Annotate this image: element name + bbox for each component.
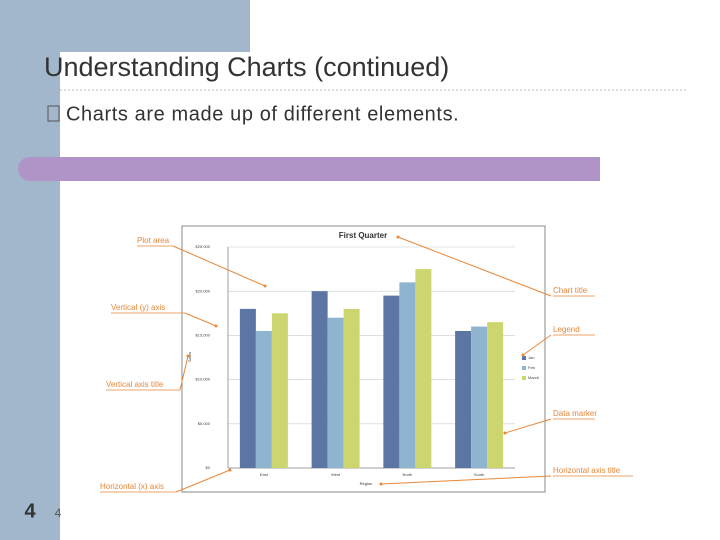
bar [471,326,488,468]
callout-line [504,418,552,434]
x-tick-label: North [402,472,412,477]
legend-swatch [522,356,526,360]
y-tick-label: $25,000 [196,244,211,249]
callout-label: Horizontal (x) axis [100,482,164,491]
bullet-glyph [47,105,60,122]
callout-tip [228,468,232,472]
x-tick-label: West [331,472,341,477]
legend-label: Feb [528,365,536,370]
x-axis-title: Region [360,481,373,486]
legend-swatch [522,366,526,370]
y-tick-label: $0 [206,465,211,470]
callout-tip [379,482,383,486]
x-tick-label: South [474,472,484,477]
callout-tip [263,284,267,288]
y-tick-label: $10,000 [196,377,211,382]
callout-label: Data marker [553,409,597,418]
y-tick-label: $15,000 [196,332,211,337]
legend-swatch [522,376,526,380]
bar [399,282,416,468]
callout-tip [214,324,218,328]
y-axis-title: Sales [187,352,192,362]
callout-label: Horizontal axis title [553,466,621,475]
bar [487,322,504,468]
callout-line [179,355,189,391]
callout-line [380,475,552,485]
bar [327,317,344,468]
bar [239,308,256,468]
callout-tip [186,354,190,358]
legend-label: March [528,375,539,380]
callout-label: Vertical (y) axis [111,303,165,312]
footer-number: 4 [55,506,62,520]
callout-label: Vertical axis title [106,380,164,389]
y-tick-label: $20,000 [196,288,211,293]
chart-title: First Quarter [339,231,387,240]
bar [383,295,400,468]
bar [343,308,360,468]
bullet-text: Charts are made up of different elements… [66,103,459,125]
callout-tip [503,431,507,435]
callout-tip [396,235,400,239]
callout-label: Plot area [137,236,170,245]
callout-label: Legend [553,325,580,334]
bar [415,269,432,468]
y-tick-label: $5,000 [198,421,211,426]
callout-line [522,334,552,356]
callout-line [172,245,266,287]
slide-title: Understanding Charts (continued) [44,52,449,82]
bar [311,291,328,468]
callout-line [184,312,217,327]
callout-line [175,469,231,493]
x-tick-label: East [260,472,269,477]
callout-tip [521,353,525,357]
slide-number: 4 [24,500,36,522]
accent-bar [18,157,600,181]
callout-line [397,236,552,297]
top-block [0,0,250,52]
bar [255,330,272,468]
bar [455,330,472,468]
callout-label: Chart title [553,286,588,295]
legend-label: Jan [528,355,534,360]
bar [271,313,288,468]
